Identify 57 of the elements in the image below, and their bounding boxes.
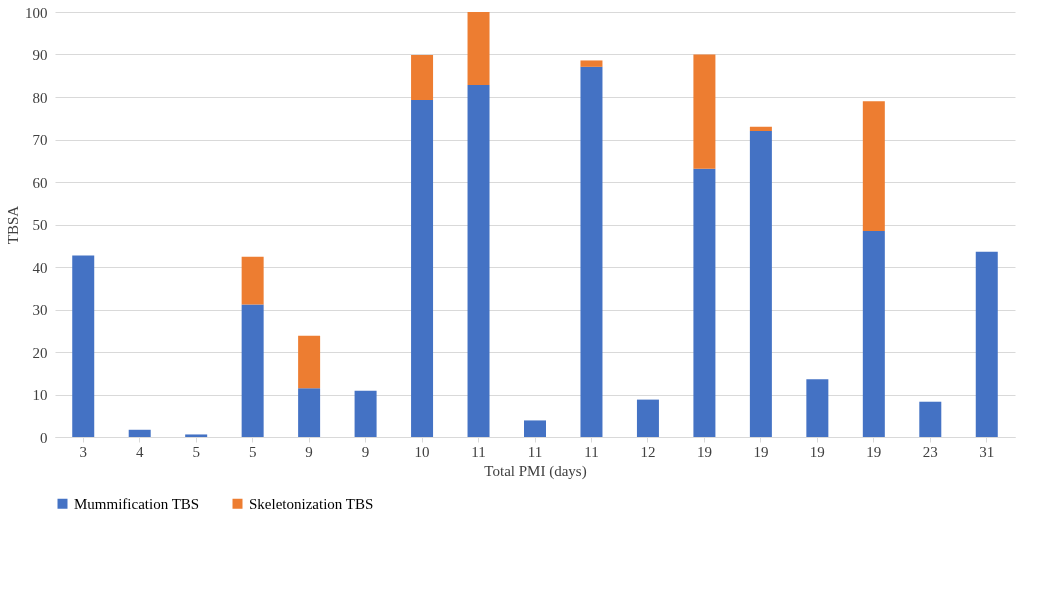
x-tick-label: 19 xyxy=(809,443,825,460)
y-tick-label: 50 xyxy=(32,217,48,233)
y-tick-label: 0 xyxy=(40,429,48,446)
x-axis-title: Total PMI (days) xyxy=(484,462,587,480)
x-tick-label: 9 xyxy=(361,443,370,460)
bar xyxy=(411,54,434,100)
bar xyxy=(919,401,942,437)
x-tick-label: 3 xyxy=(79,443,87,460)
bar xyxy=(354,390,377,437)
x-tick-label: 10 xyxy=(414,443,430,460)
bar xyxy=(580,66,603,437)
bar xyxy=(411,99,434,437)
x-tick-label: 19 xyxy=(866,443,882,460)
bar xyxy=(72,255,95,437)
bar xyxy=(298,388,321,437)
bar xyxy=(862,101,885,231)
bar xyxy=(185,434,208,437)
bar xyxy=(524,420,546,437)
y-tick-label: 10 xyxy=(32,387,48,403)
x-tick-label: 11 xyxy=(527,443,543,460)
bar xyxy=(806,379,829,437)
y-tick-label: 20 xyxy=(32,344,48,361)
x-tick-label: 31 xyxy=(979,443,995,460)
y-tick-label: 60 xyxy=(32,174,48,191)
x-tick-label: 4 xyxy=(135,443,144,460)
y-tick-label: 70 xyxy=(32,132,48,148)
bar xyxy=(467,85,490,437)
bar xyxy=(128,429,151,437)
x-tick-label: 23 xyxy=(922,443,938,460)
bar xyxy=(749,126,772,131)
x-tick-label: 11 xyxy=(584,443,599,460)
bar xyxy=(749,131,772,437)
legend-label: Skeletonization TBS xyxy=(249,495,374,512)
y-tick-label: 30 xyxy=(32,302,48,318)
bar xyxy=(636,399,659,437)
y-tick-label: 100 xyxy=(25,4,48,21)
x-tick-label: 9 xyxy=(305,443,313,460)
bar xyxy=(241,256,264,305)
x-tick-label: 19 xyxy=(696,443,712,460)
bar xyxy=(467,12,490,86)
x-tick-label: 11 xyxy=(471,443,486,460)
bar xyxy=(975,251,998,437)
bar xyxy=(693,54,716,169)
legend-label: Mummification TBS xyxy=(74,495,200,512)
bar xyxy=(693,168,716,437)
bar xyxy=(298,335,321,389)
x-tick-label: 5 xyxy=(248,443,257,460)
x-tick-label: 19 xyxy=(753,443,769,460)
x-tick-label: 12 xyxy=(640,443,656,460)
bar xyxy=(241,304,264,437)
bar xyxy=(580,60,603,67)
y-axis-title: TBSA xyxy=(5,205,21,245)
y-tick-label: 40 xyxy=(32,259,48,276)
x-tick-label: 5 xyxy=(192,443,200,460)
y-tick-label: 80 xyxy=(32,89,48,106)
y-tick-label: 90 xyxy=(32,47,48,63)
bar xyxy=(862,230,885,437)
